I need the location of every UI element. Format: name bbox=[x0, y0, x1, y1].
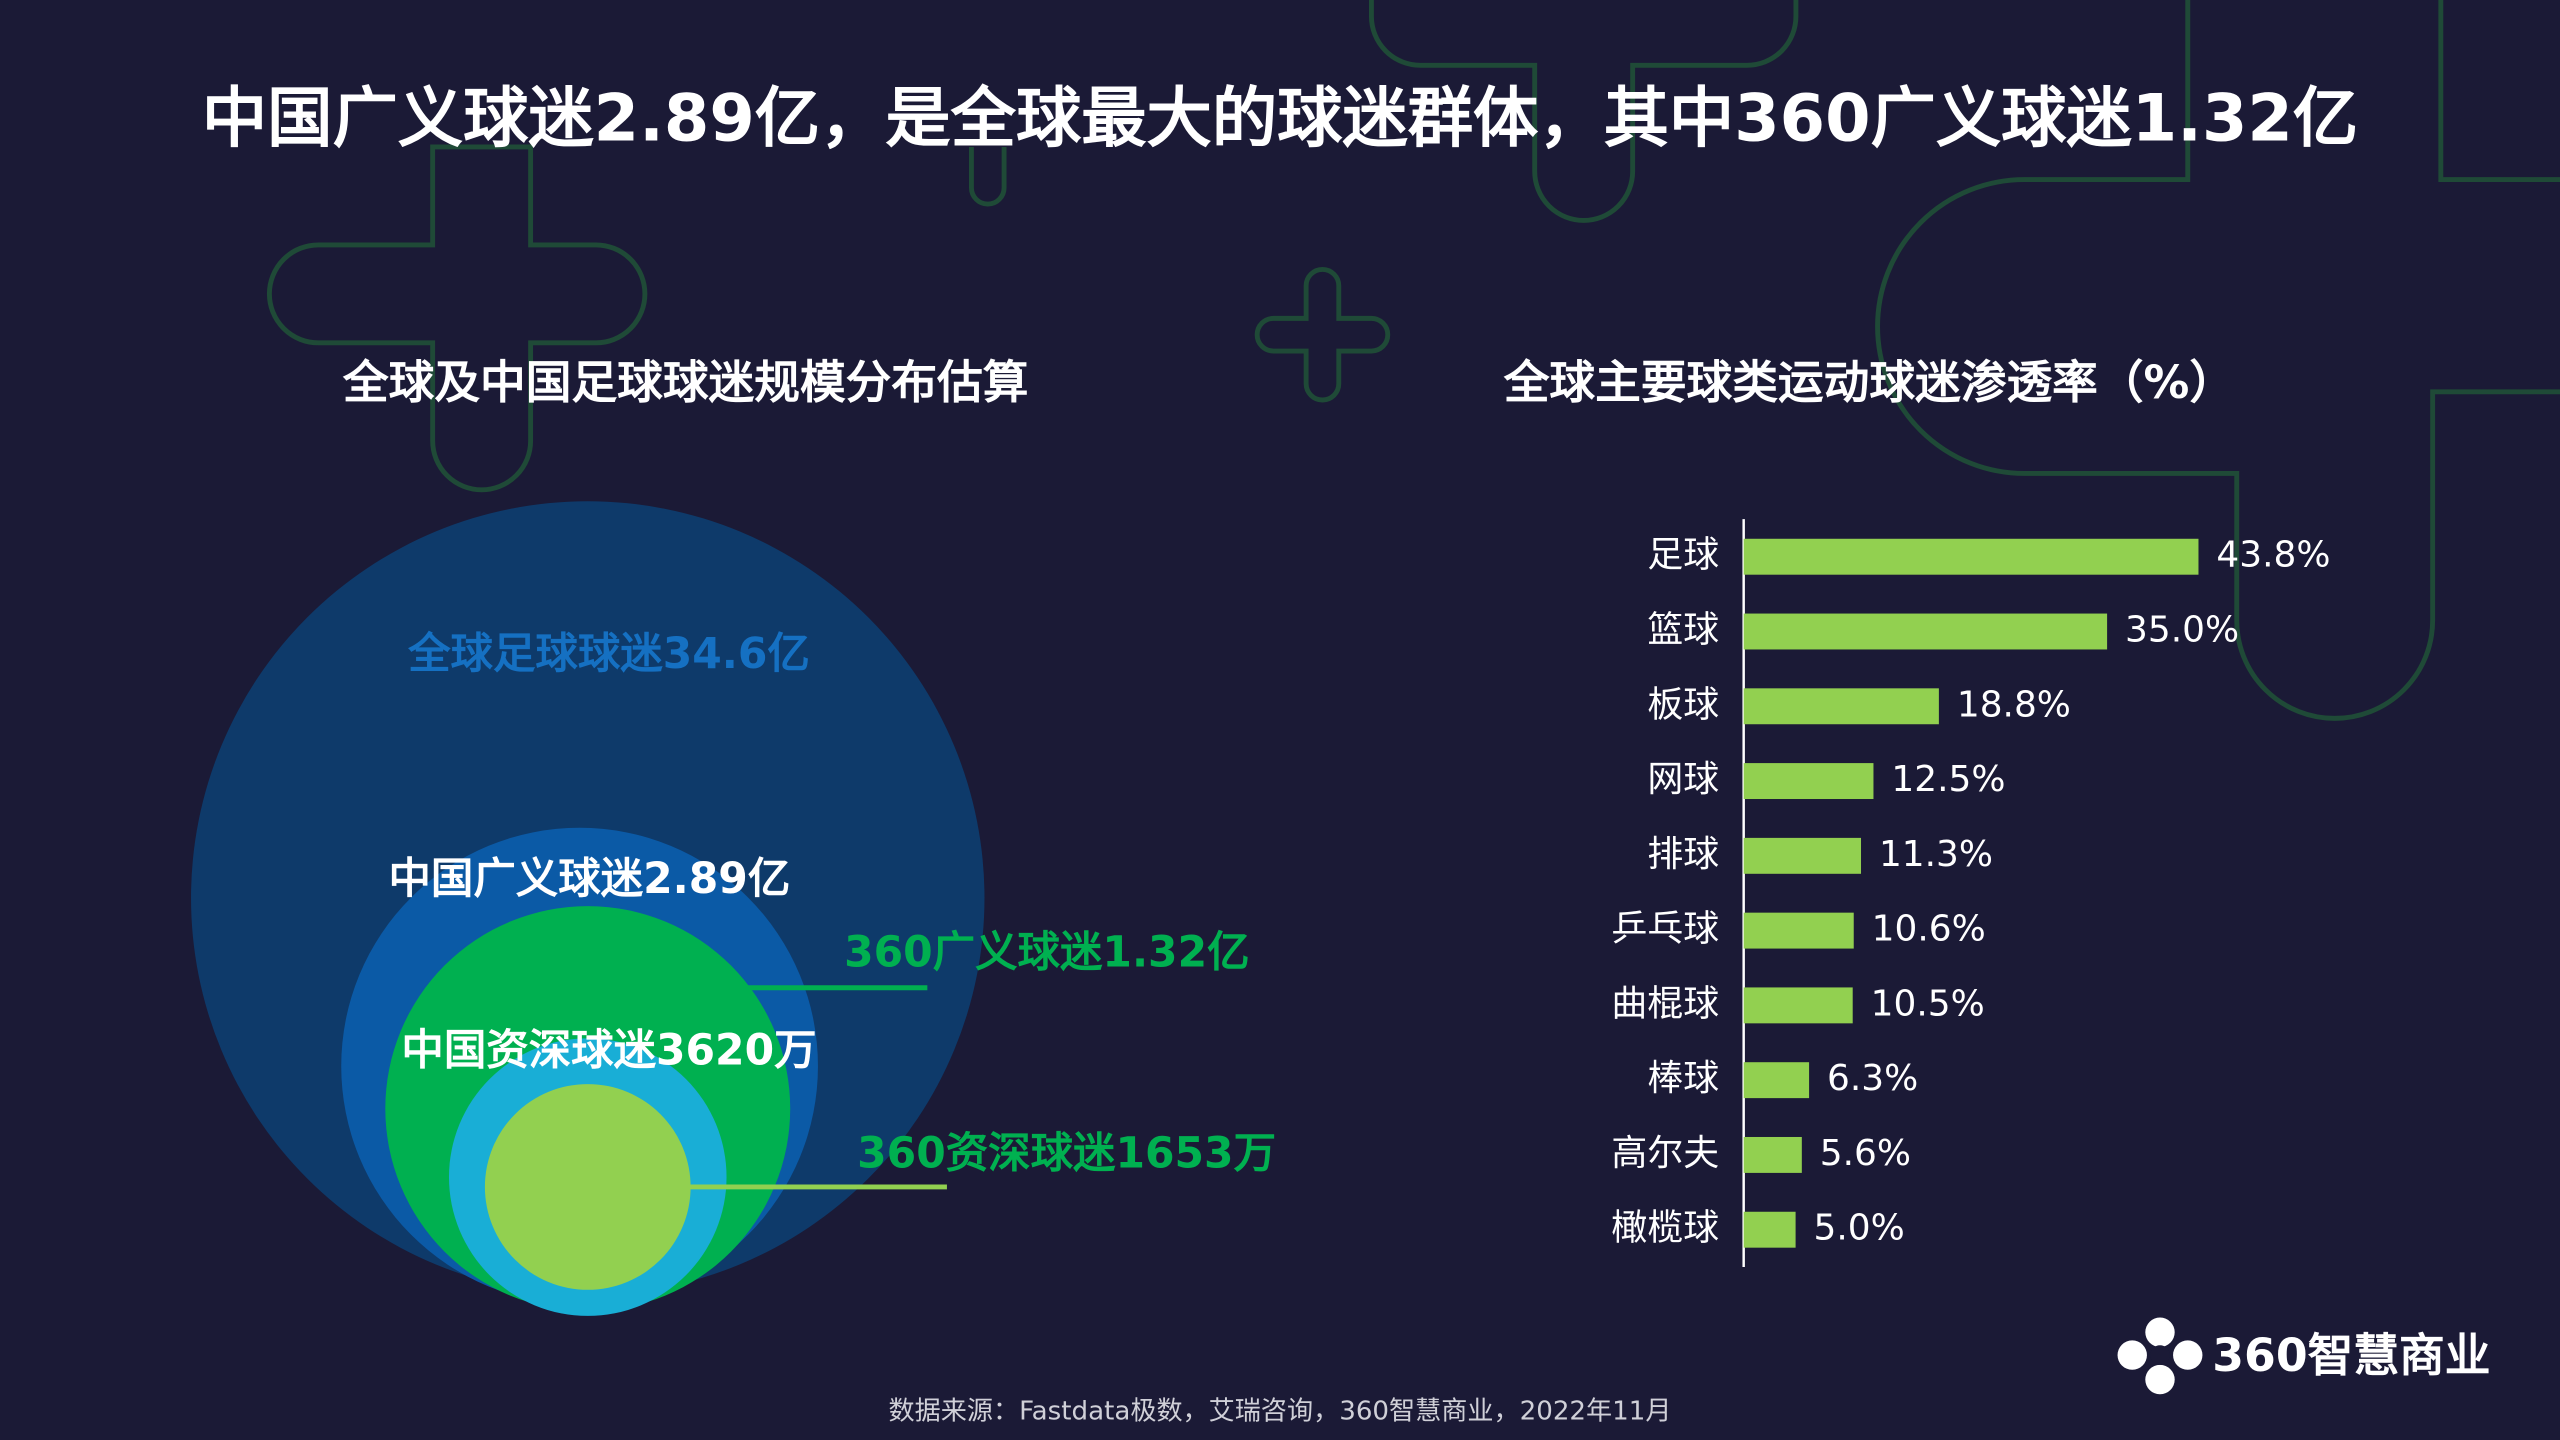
value-label: 10.5% bbox=[1871, 983, 1985, 1024]
bar bbox=[1743, 763, 1874, 800]
value-label: 6.3% bbox=[1827, 1058, 1918, 1099]
logo-text: 360智慧商业 bbox=[2212, 1329, 2490, 1382]
source: 数据来源：Fastdata极数，艾瑞咨询，360智慧商业，2022年11月 bbox=[889, 1397, 1672, 1427]
bar bbox=[1743, 613, 2108, 650]
circle-label: 中国资深球迷3620万 bbox=[401, 1027, 816, 1076]
category-label: 网球 bbox=[1647, 759, 1719, 800]
circle bbox=[484, 1084, 691, 1290]
value-label: 5.0% bbox=[1814, 1208, 1905, 1249]
bar bbox=[1743, 837, 1862, 874]
category-label: 板球 bbox=[1647, 684, 1719, 725]
value-label: 12.5% bbox=[1891, 759, 2005, 800]
logo: 360智慧商业 bbox=[2117, 1317, 2490, 1395]
value-label: 43.8% bbox=[2216, 535, 2330, 576]
circle-label: 360资深球迷1653万 bbox=[857, 1129, 1276, 1178]
bar bbox=[1743, 688, 1939, 725]
category-label: 高尔夫 bbox=[1611, 1133, 1719, 1174]
category-label: 棒球 bbox=[1647, 1058, 1719, 1099]
category-label: 橄榄球 bbox=[1611, 1208, 1719, 1249]
chart-title: 全球及中国足球球迷规模分布估算 bbox=[342, 356, 1029, 409]
value-label: 18.8% bbox=[1957, 684, 2071, 725]
bar bbox=[1743, 1062, 1810, 1099]
circle-label: 360广义球迷1.32亿 bbox=[844, 929, 1249, 978]
category-label: 排球 bbox=[1647, 834, 1719, 875]
value-label: 5.6% bbox=[1820, 1133, 1911, 1174]
category-label: 曲棍球 bbox=[1611, 983, 1719, 1024]
bar bbox=[1743, 538, 2199, 575]
bar bbox=[1743, 1136, 1802, 1173]
title: 中国广义球迷2.89亿，是全球最大的球迷群体，其中360广义球迷1.32亿 bbox=[202, 81, 2358, 157]
value-label: 10.6% bbox=[1872, 909, 1986, 950]
bar bbox=[1743, 1211, 1796, 1248]
category-label: 乒乓球 bbox=[1611, 909, 1719, 950]
bar bbox=[1743, 987, 1853, 1024]
category-label: 足球 bbox=[1647, 535, 1719, 576]
chart-title: 全球主要球类运动球迷渗透率（%） bbox=[1503, 356, 2235, 409]
value-label: 35.0% bbox=[2125, 610, 2239, 651]
bar bbox=[1743, 912, 1854, 949]
decoration bbox=[267, 0, 2560, 721]
circle-label: 中国广义球迷2.89亿 bbox=[388, 855, 790, 904]
category-label: 篮球 bbox=[1647, 610, 1719, 651]
value-label: 11.3% bbox=[1879, 834, 1993, 875]
circle-label: 全球足球球迷34.6亿 bbox=[407, 630, 810, 679]
